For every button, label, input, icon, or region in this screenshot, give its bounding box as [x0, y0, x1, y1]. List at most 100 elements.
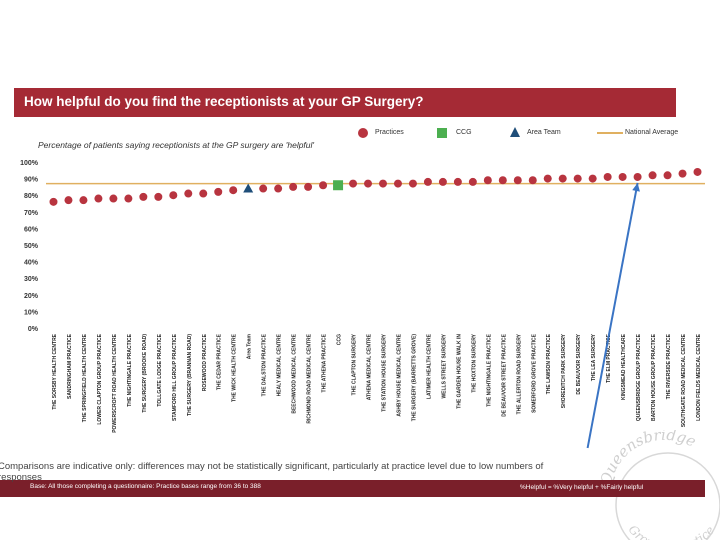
x-tick-label: THE NIGHTINGALE PRACTICE [127, 333, 133, 406]
practice-point [678, 169, 687, 178]
watermark-text-line-1: Queensbridge [597, 430, 699, 487]
x-tick-label: RICHMOND ROAD MEDICAL CENTRE [307, 333, 313, 423]
practice-point [453, 177, 462, 186]
practice-point [184, 189, 193, 198]
y-tick-label: 0% [28, 326, 39, 333]
x-tick-label: Area Team [247, 333, 253, 359]
practice-point [364, 179, 373, 188]
y-tick-label: 100% [20, 160, 39, 167]
x-tick-label: THE DALSTON PRACTICE [262, 333, 268, 396]
annotation-arrowhead [632, 182, 640, 192]
practice-point [154, 192, 163, 201]
y-tick-label: 90% [24, 177, 39, 184]
svg-text:Queensbridge: Queensbridge [597, 430, 699, 487]
y-tick-label: 40% [24, 260, 39, 267]
x-tick-label: DE BEAUVOIR SURGERY [576, 333, 582, 394]
y-tick-label: 60% [24, 226, 39, 233]
area-team-point [243, 183, 254, 193]
x-tick-label: TOLLGATE LODGE PRACTICE [157, 333, 163, 406]
y-tick-label: 10% [24, 309, 39, 316]
x-tick-label: THE SURGERY (BROOKE ROAD) [142, 334, 148, 413]
x-tick-label: THE SURGERY (BRANNAN ROAD) [187, 334, 193, 416]
x-tick-label: QUEENSBRIDGE GROUP PRACTICE [636, 333, 642, 421]
footer-bar [0, 480, 705, 497]
x-tick-label: THE RIVERSIDE PRACTICE [666, 333, 672, 399]
x-tick-label: ROSEWOOD PRACTICE [202, 333, 208, 391]
practice-point [558, 174, 567, 183]
practice-point [349, 179, 358, 188]
x-tick-label: THE GARDEN HOUSE WALK IN [456, 334, 462, 409]
ccg-point [333, 180, 344, 191]
x-tick-label: LATIMER HEALTH CENTRE [426, 333, 432, 399]
y-tick-label: 20% [24, 293, 39, 300]
chart-subtitle: Percentage of patients saying receptioni… [38, 140, 315, 150]
x-tick-label: THE ALLERTON ROAD SURGERY [516, 333, 522, 414]
practice-point [49, 197, 58, 206]
annotation-arrow [586, 182, 639, 449]
x-tick-label: THE CEDAR PRACTICE [217, 333, 223, 390]
x-tick-label: THE SPRINGFIELD HEALTH CENTRE [82, 333, 88, 422]
x-tick-label: THE ELM PRACTICE [606, 333, 612, 383]
x-tick-label: STAMFORD HILL GROUP PRACTICE [172, 333, 178, 421]
practice-point [483, 176, 492, 185]
x-tick-label: SOMERFORD GROVE PRACTICE [531, 333, 537, 413]
practice-point [438, 177, 447, 186]
practice-point [378, 179, 387, 188]
x-tick-label: THE LAWSON PRACTICE [546, 333, 552, 394]
x-tick-label: SOUTHGATE ROAD MEDICAL CENTRE [681, 333, 687, 427]
legend-ccg-marker [437, 128, 447, 138]
title-bar: How helpful do you find the receptionist… [14, 88, 676, 117]
legend-practices-marker [358, 128, 368, 138]
x-tick-label: BARTON HOUSE GROUP PRACTICE [651, 333, 657, 421]
practice-point [229, 186, 238, 195]
x-tick-label: ASHBY HOUSE MEDICAL CENTRE [396, 333, 402, 416]
practice-point [319, 181, 328, 190]
y-tick-label: 30% [24, 276, 39, 283]
x-tick-label: SHOREDITCH PARK SURGERY [561, 333, 567, 408]
y-tick-label: 80% [24, 193, 39, 200]
practice-point [393, 179, 402, 188]
practice-point [64, 196, 73, 205]
x-tick-label: DE BEAUVOIR STREET PRACTICE [501, 333, 507, 416]
x-tick-label: THE NIGHTINGALE PRACTICE [486, 333, 492, 406]
queensbridge-watermark: Queensbridge Group - Practice [597, 430, 720, 540]
y-tick-label: 70% [24, 210, 39, 217]
legend-area-team-marker [510, 127, 520, 137]
practice-point [139, 192, 148, 201]
practice-point [693, 167, 702, 176]
disclaimer-line-1: Comparisons are indicative only: differe… [0, 461, 544, 472]
practice-point [199, 189, 208, 198]
legend-ccg-label: CCG [456, 129, 472, 136]
x-tick-label: THE STATION HOUSE SURGERY [381, 333, 387, 411]
practice-point [633, 172, 642, 181]
x-tick-label: KINGSMEAD HEALTHCARE [621, 333, 627, 400]
practice-point [513, 176, 522, 185]
legend-national-average-marker [597, 132, 623, 134]
practice-point [618, 172, 627, 181]
practice-point [408, 179, 417, 188]
practice-point [169, 191, 178, 200]
practice-point [214, 187, 223, 196]
practice-point [109, 194, 118, 203]
legend-national-average-label: National Average [625, 129, 679, 136]
x-tick-label: THE HOXTON SURGERY [471, 333, 477, 392]
practice-point [663, 171, 672, 180]
disclaimer-line-2: responses [0, 472, 42, 483]
practice-point [468, 177, 477, 186]
practice-point [543, 174, 552, 183]
practice-point [528, 176, 537, 185]
practice-point [498, 176, 507, 185]
x-tick-label: ATHENA MEDICAL CENTRE [367, 333, 373, 400]
practice-point [124, 194, 133, 203]
x-tick-label: LOWER CLAPTON GROUP PRACTICE [97, 333, 103, 424]
base-note: Base: All those completing a questionnai… [30, 483, 261, 490]
x-tick-label: WELLS STREET SURGERY [441, 333, 447, 398]
helpful-definition-note: %Helpful = %Very helpful + %Fairly helpf… [520, 484, 644, 491]
x-tick-label: THE SORSBY HEALTH CENTRE [52, 333, 58, 409]
x-tick-label: THE SURGERY (BARRETTS GROVE) [411, 334, 417, 422]
x-tick-label: THE LEA SURGERY [591, 333, 597, 381]
practice-point [79, 196, 88, 205]
practice-point [423, 177, 432, 186]
practice-point [573, 174, 582, 183]
